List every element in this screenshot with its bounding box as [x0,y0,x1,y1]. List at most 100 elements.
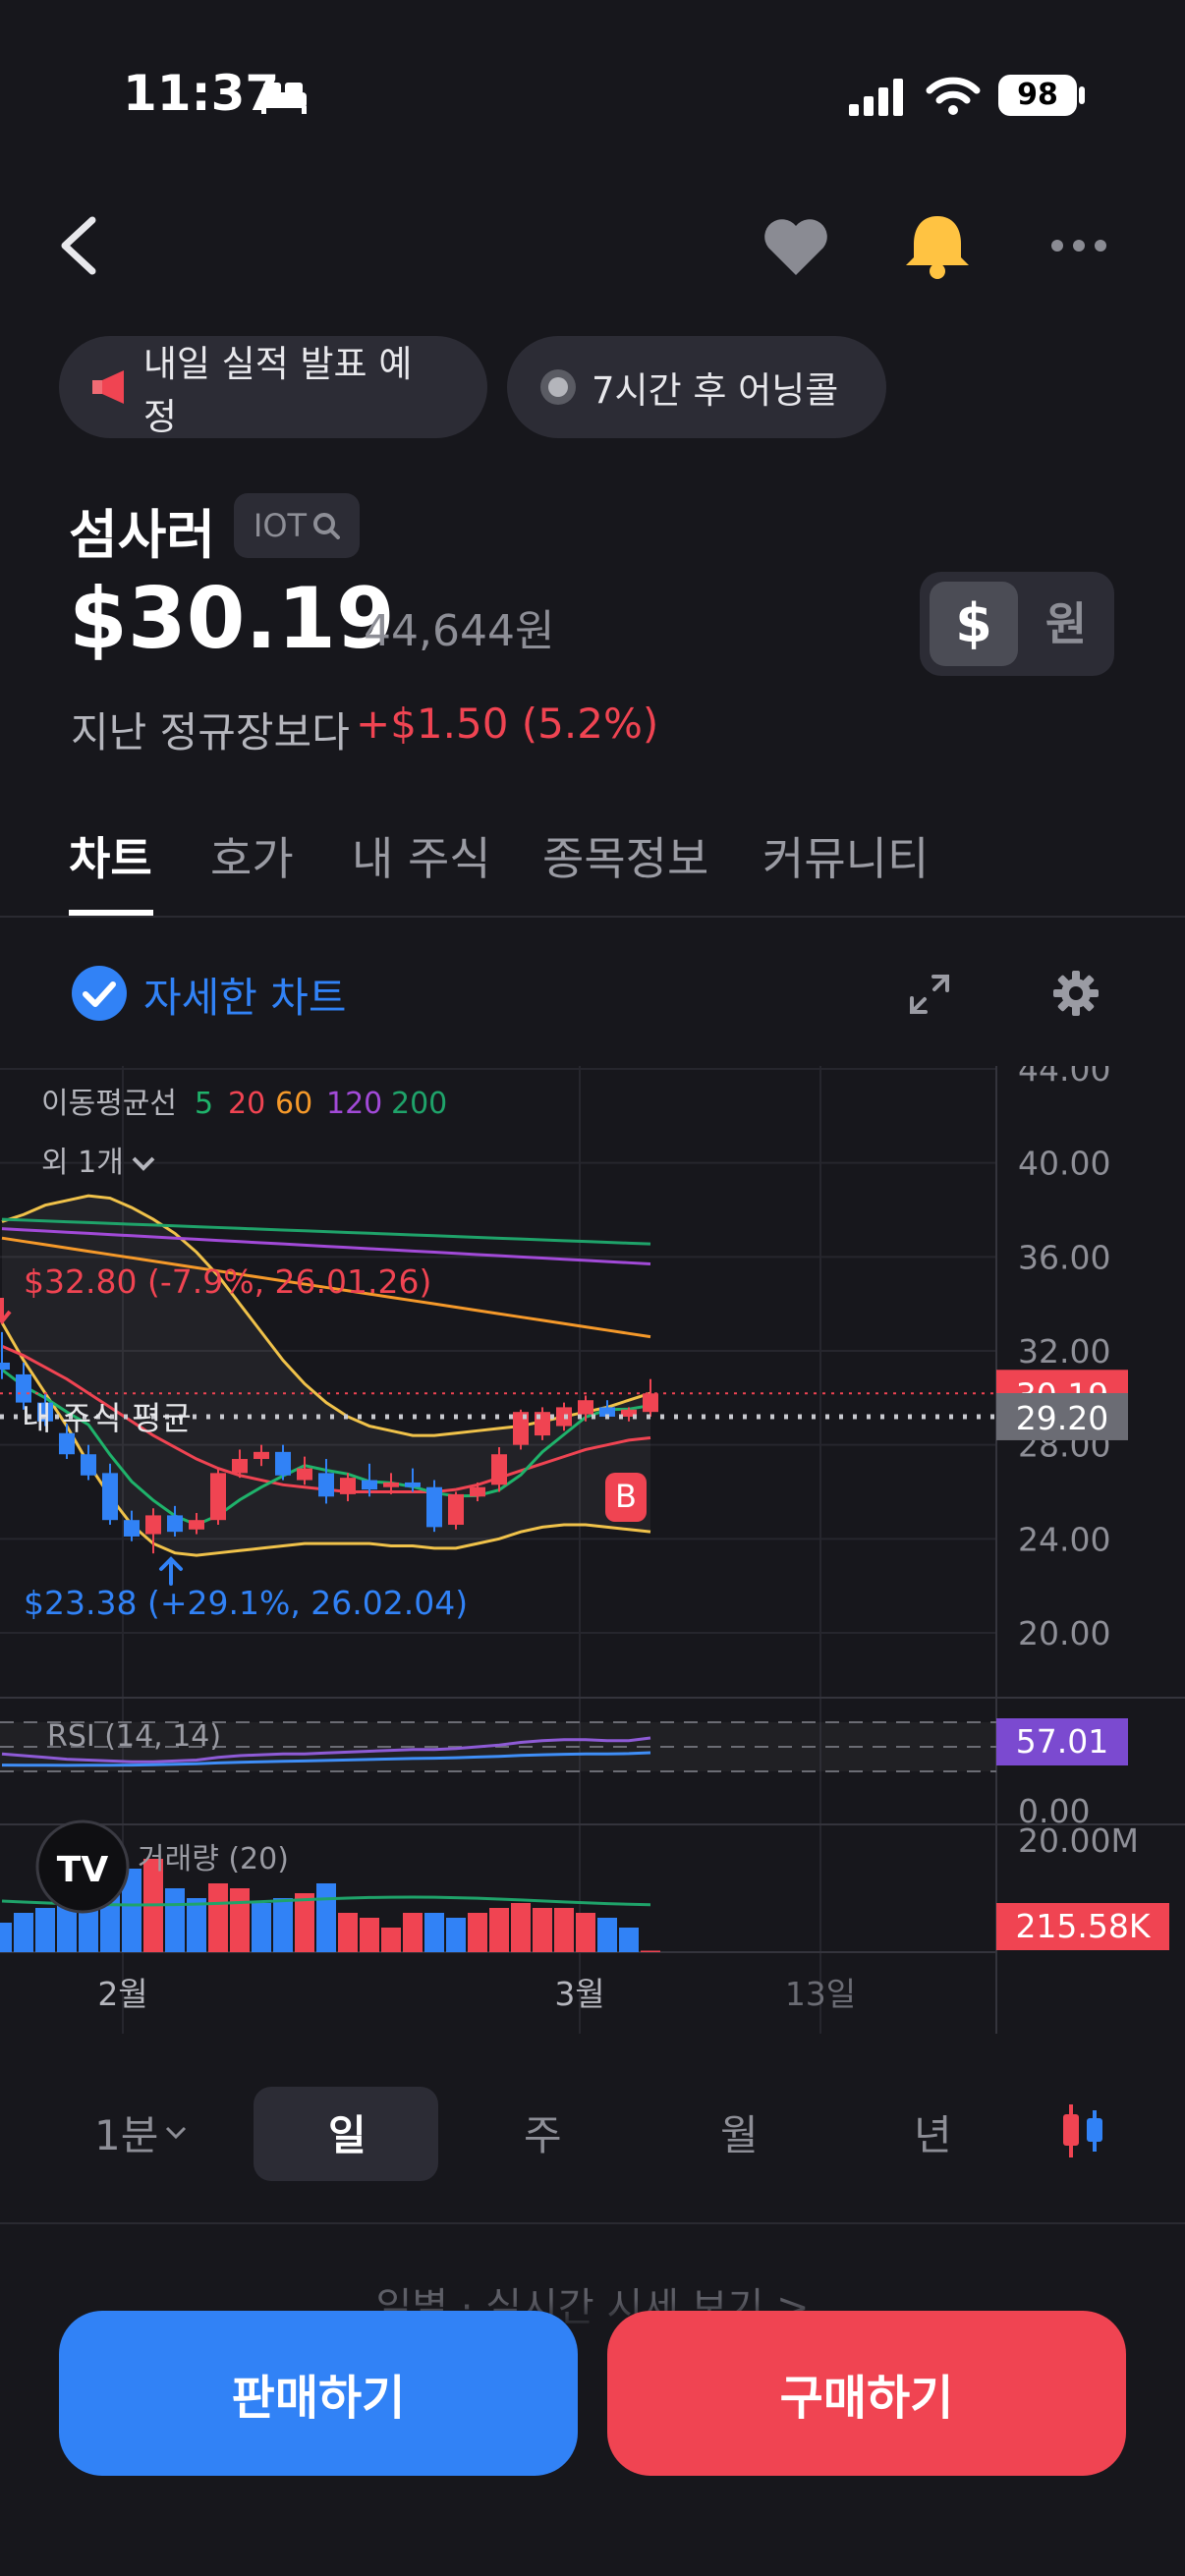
volume-value-tag [996,1903,1169,1950]
candle [405,1468,421,1492]
timeframe-minute-dropdown[interactable]: 1분 [94,2102,188,2162]
candle [318,1459,334,1504]
volume-bar [641,1950,660,1952]
earnings-chip[interactable]: 내일 실적 발표 예정 [59,336,487,438]
candle-body [362,1480,377,1490]
earnings-call-label: 7시간 후 어닝콜 [592,369,839,412]
candle [59,1424,75,1460]
candle-body [448,1493,464,1525]
candle-body [16,1373,31,1403]
checkbox-checked-icon[interactable] [71,965,128,1022]
rsi-zero-tick: 0.00 [1018,1792,1090,1830]
candle-body [102,1473,118,1521]
candle [535,1407,550,1440]
tab-my-stock[interactable]: 내 주식 [352,832,491,885]
back-chevron-icon[interactable] [55,214,104,277]
currency-krw-option[interactable]: 원 [1044,597,1088,650]
volume-bar [576,1913,595,1952]
candle [0,1331,10,1379]
candlestick-series [0,1331,658,1554]
candle-body [145,1515,161,1535]
earnings-call-chip[interactable]: 7시간 후 어닝콜 [507,336,886,438]
heart-icon[interactable] [761,214,831,279]
candle-body [578,1400,593,1415]
more-dots-icon[interactable] [1049,236,1108,255]
currency-toggle[interactable]: $ 원 [920,572,1114,676]
timeframe-year[interactable]: 년 [914,2111,952,2159]
high-arrow-down [0,1298,12,1325]
fullscreen-expand-icon[interactable] [908,973,951,1016]
volume-bar [273,1898,293,1952]
timeframe-day[interactable]: 일 [328,2111,367,2159]
tab-orderbook[interactable]: 호가 [210,832,294,885]
candle [513,1409,529,1450]
volume-bar [316,1883,336,1952]
wifi-icon [926,77,981,115]
current-price: $30.19 [69,570,395,668]
gear-icon[interactable] [1051,969,1100,1018]
bollinger-fill [2,1196,650,1556]
candle [470,1482,485,1502]
tab-stock-info[interactable]: 종목정보 [542,832,709,885]
price-krw: 44,644원 [364,606,555,656]
chart-grid [0,1066,1185,2034]
x-tick-label: 3월 [554,1975,604,2013]
candle-body [599,1407,615,1417]
volume-bar [511,1903,531,1952]
y-tick-label: 36.00 [1018,1238,1110,1276]
candle [621,1407,637,1422]
candle-body [643,1393,658,1413]
search-icon [313,513,341,539]
megaphone-icon [92,370,124,404]
ma-legend-period: 5 [195,1087,213,1121]
candle-body [470,1486,485,1497]
candle [189,1513,204,1535]
ma-legend-period: 60 [275,1087,312,1121]
candle-body [124,1520,140,1537]
candle [643,1378,658,1417]
tab-community[interactable]: 커뮤니티 [762,832,930,885]
timeframe-week[interactable]: 주 [524,2111,562,2159]
candle [491,1447,507,1492]
avg-price-tag [996,1392,1128,1440]
detailed-chart-label[interactable]: 자세한 차트 [143,974,347,1022]
y-tick-label: 24.00 [1018,1520,1110,1558]
candle [297,1456,312,1485]
currency-usd-option[interactable]: $ [930,582,1018,666]
candle [210,1468,226,1525]
timeframe-month[interactable]: 월 [720,2111,759,2159]
buy-marker-bg [605,1473,647,1522]
volume-bar [295,1893,314,1952]
candle [16,1362,31,1410]
avg-price-label: 내 주식 평균 [22,1399,192,1437]
tab-active-indicator [69,910,153,916]
x-tick-label: 2월 [97,1975,147,2013]
candlestick-icon[interactable] [1059,2102,1106,2159]
buy-button[interactable]: 구매하기 [607,2311,1126,2476]
tradingview-logo-text: TV [57,1850,109,1890]
volume-bar [122,1869,141,1952]
y-tick-label: 20.00 [1018,1614,1110,1652]
volume-bar [252,1903,271,1952]
sell-button[interactable]: 판매하기 [59,2311,578,2476]
bell-icon[interactable] [902,210,973,281]
candle-body [59,1432,75,1455]
candle-body [189,1520,204,1530]
volume-bar [0,1923,12,1952]
ticker-badge[interactable]: IOT [234,493,360,558]
candle-body [318,1473,334,1497]
tab-divider [0,916,1185,918]
volume-bar [187,1898,206,1952]
volume-bar [14,1913,33,1952]
candle [383,1473,399,1494]
volume-bar [403,1913,423,1952]
rsi-value: 57.01 [1016,1722,1108,1761]
ma-legend-period: 20 [228,1087,265,1121]
price-chart[interactable]: 20.00M 215.58K TV 거래량 (20) RSI (14, 14) 57.0… [0,1066,1185,2034]
volume-bar [381,1928,401,1952]
candle [275,1444,291,1481]
tab-chart[interactable]: 차트 [69,832,152,885]
candle [254,1444,269,1467]
ma-more-label: 외 1개 [41,1146,124,1180]
candle [81,1444,96,1481]
